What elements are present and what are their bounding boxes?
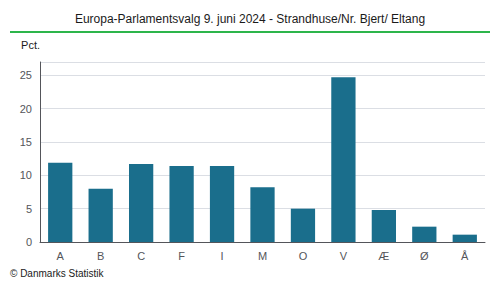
svg-text:B: B xyxy=(97,250,104,262)
svg-text:Europa-Parlamentsvalg 9. juni: Europa-Parlamentsvalg 9. juni 2024 - Str… xyxy=(75,12,425,26)
svg-text:Ø: Ø xyxy=(420,250,429,262)
svg-text:V: V xyxy=(340,250,348,262)
svg-text:Æ: Æ xyxy=(378,250,389,262)
svg-text:0: 0 xyxy=(26,236,32,248)
svg-text:Å: Å xyxy=(461,250,469,262)
svg-text:C: C xyxy=(137,250,145,262)
svg-text:Pct.: Pct. xyxy=(21,39,40,51)
svg-text:O: O xyxy=(299,250,308,262)
svg-text:M: M xyxy=(258,250,267,262)
svg-text:5: 5 xyxy=(26,203,32,215)
svg-text:20: 20 xyxy=(20,103,32,115)
svg-text:25: 25 xyxy=(20,69,32,81)
svg-text:I: I xyxy=(221,250,224,262)
svg-text:15: 15 xyxy=(20,136,32,148)
svg-text:A: A xyxy=(57,250,65,262)
svg-text:© Danmarks Statistik: © Danmarks Statistik xyxy=(10,268,105,279)
svg-text:F: F xyxy=(178,250,185,262)
svg-text:10: 10 xyxy=(20,169,32,181)
